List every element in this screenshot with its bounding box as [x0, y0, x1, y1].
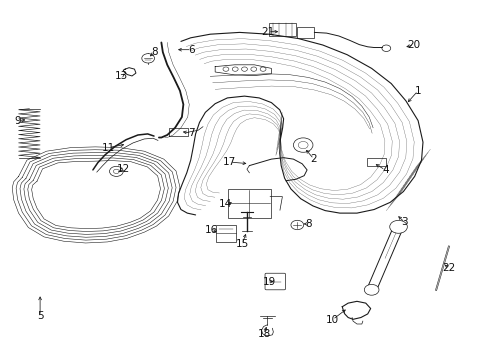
- Text: 22: 22: [441, 263, 455, 273]
- Text: 11: 11: [102, 143, 115, 153]
- Text: 18: 18: [257, 329, 270, 339]
- Text: 9: 9: [15, 116, 21, 126]
- FancyBboxPatch shape: [366, 158, 386, 166]
- FancyBboxPatch shape: [227, 189, 270, 217]
- Circle shape: [364, 284, 378, 295]
- Text: 15: 15: [235, 239, 248, 249]
- Text: 12: 12: [116, 164, 130, 174]
- Circle shape: [381, 45, 390, 51]
- Text: 14: 14: [219, 199, 232, 210]
- Text: 1: 1: [414, 86, 421, 96]
- Text: 21: 21: [261, 27, 274, 37]
- Circle shape: [260, 67, 265, 71]
- Circle shape: [250, 67, 256, 71]
- Bar: [297, 27, 314, 38]
- Circle shape: [290, 220, 303, 230]
- Circle shape: [293, 138, 312, 152]
- Text: 2: 2: [310, 154, 317, 164]
- Circle shape: [142, 54, 154, 63]
- Text: 17: 17: [223, 157, 236, 167]
- Text: 8: 8: [151, 47, 158, 57]
- Text: 6: 6: [188, 45, 195, 55]
- FancyBboxPatch shape: [264, 273, 285, 290]
- Text: 20: 20: [407, 40, 420, 50]
- Bar: [216, 225, 235, 242]
- Circle shape: [109, 166, 123, 176]
- Text: 8: 8: [304, 219, 311, 229]
- Text: 13: 13: [114, 71, 128, 81]
- Circle shape: [232, 67, 238, 71]
- Text: 7: 7: [188, 128, 195, 138]
- Text: 16: 16: [204, 225, 218, 235]
- Text: 4: 4: [381, 165, 388, 175]
- Text: 5: 5: [37, 311, 43, 321]
- Circle shape: [113, 169, 119, 174]
- Circle shape: [241, 67, 247, 71]
- Text: 3: 3: [401, 217, 407, 228]
- Text: 19: 19: [262, 276, 275, 287]
- Circle shape: [223, 67, 228, 71]
- Polygon shape: [366, 226, 403, 291]
- Bar: [268, 23, 295, 36]
- Circle shape: [298, 141, 307, 149]
- Text: 10: 10: [325, 315, 338, 325]
- Circle shape: [389, 220, 407, 233]
